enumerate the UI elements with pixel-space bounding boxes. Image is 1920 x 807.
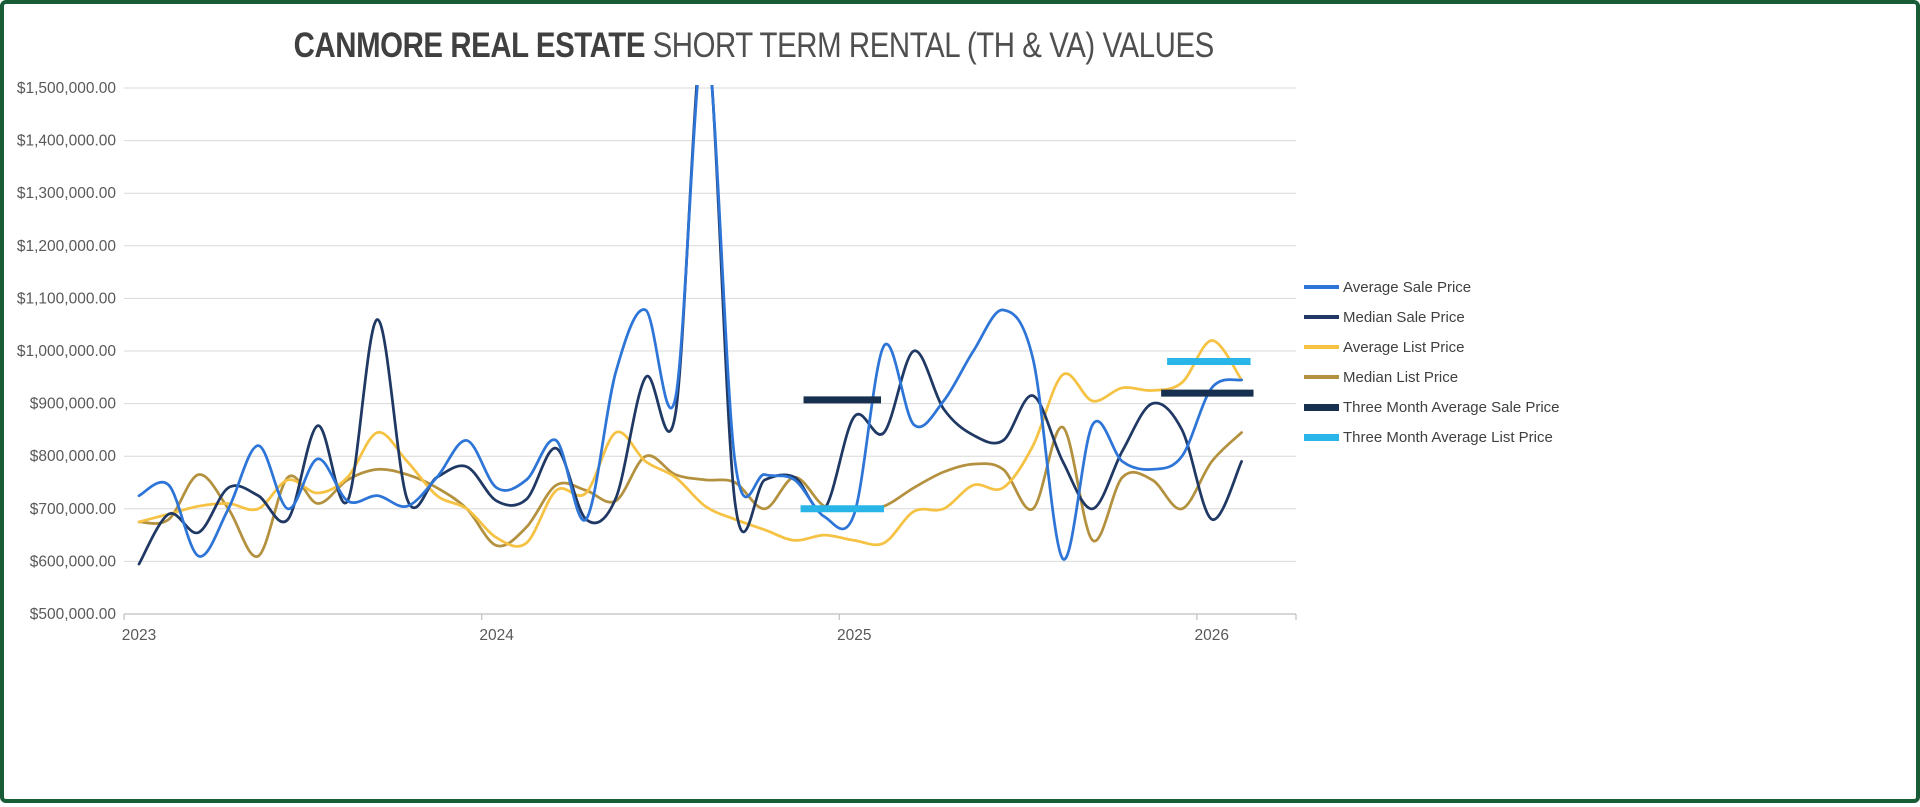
legend-label: Median Sale Price bbox=[1343, 308, 1465, 326]
y-axis-label: $1,400,000.00 bbox=[17, 133, 117, 150]
median-list-price-swatch-icon bbox=[1304, 375, 1339, 379]
x-axis-label: 2026 bbox=[1195, 627, 1229, 644]
chart-title-regular: SHORT TERM RENTAL (TH & VA) VALUES bbox=[652, 26, 1215, 65]
legend-item-average-sale-price[interactable]: Average Sale Price bbox=[1304, 272, 1560, 302]
legend-label: Average Sale Price bbox=[1343, 278, 1472, 296]
average-list-price-swatch-icon bbox=[1304, 345, 1339, 349]
y-axis-label: $1,200,000.00 bbox=[17, 238, 117, 255]
gridlines: $1,500,000.00 $1,400,000.00 $1,300,000.00 $… bbox=[17, 80, 1296, 623]
legend-label: Three Month Average List Price bbox=[1343, 428, 1553, 446]
y-axis-label: $1,000,000.00 bbox=[17, 343, 117, 360]
legend-item-median-sale-price[interactable]: Median Sale Price bbox=[1304, 302, 1560, 332]
series-line-median-list-price bbox=[137, 425, 1243, 558]
chart-title-bold: CANMORE REAL ESTATE bbox=[293, 26, 646, 65]
y-axis-label: $1,300,000.00 bbox=[17, 185, 117, 202]
chart-title: CANMORE REAL ESTATE SHORT TERM RENTAL (TH… bbox=[4, 26, 1504, 66]
chart-title-text: CANMORE REAL ESTATE SHORT TERM RENTAL (TH… bbox=[293, 26, 1215, 66]
y-axis-label: $500,000.00 bbox=[30, 606, 117, 623]
series-line-average-sale-price bbox=[137, 85, 1243, 561]
three-month-average-sale-price-swatch-icon bbox=[1304, 403, 1339, 411]
y-axis-label: $600,000.00 bbox=[30, 553, 117, 570]
series-line-average-list-price bbox=[137, 339, 1243, 548]
legend-item-three-month-average-list-price[interactable]: Three Month Average List Price bbox=[1304, 422, 1560, 452]
x-axis-label: 2025 bbox=[837, 627, 871, 644]
legend-item-average-list-price[interactable]: Average List Price bbox=[1304, 332, 1560, 362]
chart-legend: Average Sale Price Median Sale Price Ave… bbox=[1304, 272, 1560, 452]
average-sale-price-swatch-icon bbox=[1304, 285, 1339, 289]
y-axis-label: $1,500,000.00 bbox=[17, 80, 117, 97]
median-sale-price-swatch-icon bbox=[1304, 315, 1339, 319]
legend-item-three-month-average-sale-price[interactable]: Three Month Average Sale Price bbox=[1304, 392, 1560, 422]
y-axis-label: $900,000.00 bbox=[30, 396, 117, 413]
legend-label: Three Month Average Sale Price bbox=[1343, 398, 1560, 416]
x-axis-label: 2023 bbox=[122, 627, 156, 644]
legend-label: Median List Price bbox=[1343, 368, 1459, 386]
three-month-average-list-price-swatch-icon bbox=[1304, 433, 1339, 441]
legend-label: Average List Price bbox=[1343, 338, 1465, 356]
x-axis: 2023 2024 2025 2026 bbox=[122, 613, 1297, 644]
legend-item-median-list-price[interactable]: Median List Price bbox=[1304, 362, 1560, 392]
y-axis-label: $800,000.00 bbox=[30, 448, 117, 465]
y-axis-label: $700,000.00 bbox=[30, 501, 117, 518]
y-axis-label: $1,100,000.00 bbox=[17, 290, 117, 307]
series-lines bbox=[137, 85, 1254, 566]
x-axis-label: 2024 bbox=[479, 627, 514, 644]
chart-plot: $1,500,000.00 $1,400,000.00 $1,300,000.00 $… bbox=[17, 80, 1297, 644]
